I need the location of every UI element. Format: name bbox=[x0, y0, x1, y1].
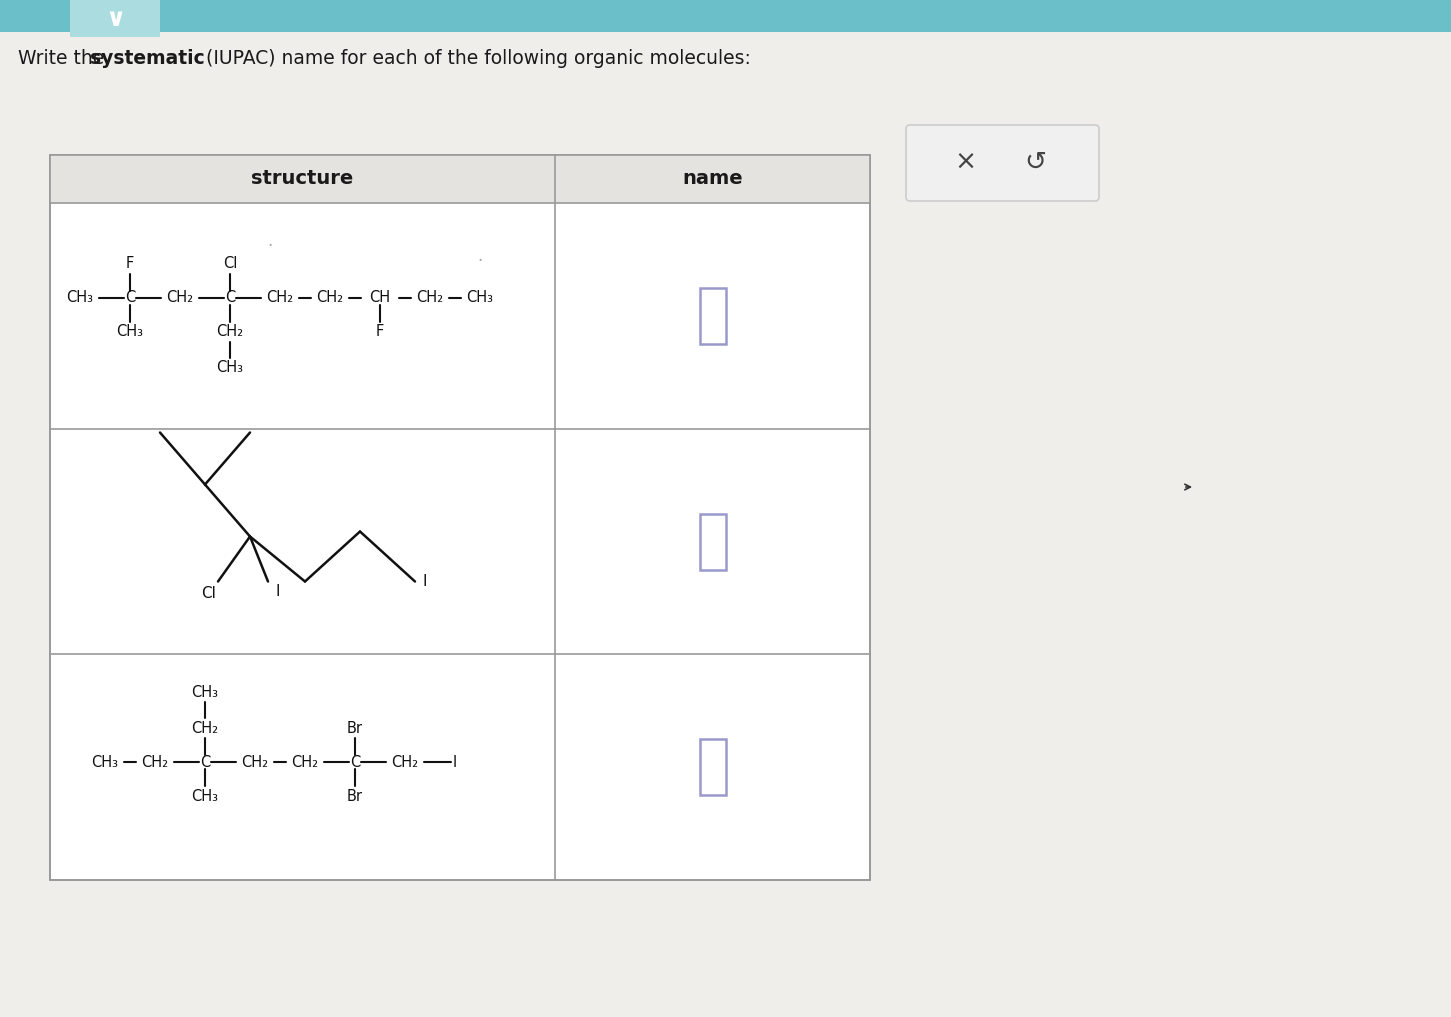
Text: (IUPAC) name for each of the following organic molecules:: (IUPAC) name for each of the following o… bbox=[200, 50, 750, 68]
Text: CH₂: CH₂ bbox=[392, 755, 418, 770]
FancyBboxPatch shape bbox=[905, 125, 1098, 201]
FancyBboxPatch shape bbox=[699, 514, 726, 570]
Text: Write the: Write the bbox=[17, 50, 110, 68]
Text: CH₂: CH₂ bbox=[241, 755, 268, 770]
FancyBboxPatch shape bbox=[49, 155, 871, 880]
Text: C: C bbox=[200, 755, 210, 770]
Text: Br: Br bbox=[347, 788, 363, 803]
Text: structure: structure bbox=[251, 170, 354, 188]
FancyBboxPatch shape bbox=[0, 0, 1451, 32]
Text: systematic: systematic bbox=[90, 50, 205, 68]
Text: F: F bbox=[376, 324, 385, 340]
Text: I: I bbox=[422, 574, 427, 589]
Text: CH₃: CH₃ bbox=[467, 290, 493, 305]
Text: CH₃: CH₃ bbox=[116, 324, 144, 340]
Text: name: name bbox=[682, 170, 743, 188]
Text: CH₂: CH₂ bbox=[316, 290, 344, 305]
FancyBboxPatch shape bbox=[70, 0, 160, 37]
Text: ∨: ∨ bbox=[104, 7, 125, 31]
Text: I: I bbox=[276, 584, 280, 599]
Text: C: C bbox=[350, 755, 360, 770]
Text: CH: CH bbox=[370, 290, 390, 305]
Text: CH₃: CH₃ bbox=[67, 290, 93, 305]
Text: CH₂: CH₂ bbox=[192, 721, 219, 735]
Text: CH₂: CH₂ bbox=[216, 324, 244, 340]
Text: CH₃: CH₃ bbox=[192, 684, 219, 700]
Text: CH₃: CH₃ bbox=[216, 360, 244, 375]
Text: I: I bbox=[453, 755, 457, 770]
Text: CH₂: CH₂ bbox=[141, 755, 168, 770]
FancyBboxPatch shape bbox=[699, 739, 726, 795]
Text: Cl: Cl bbox=[223, 256, 237, 272]
Text: ↺: ↺ bbox=[1024, 149, 1046, 176]
Text: CH₃: CH₃ bbox=[91, 755, 119, 770]
Text: Cl: Cl bbox=[202, 586, 216, 601]
Text: CH₂: CH₂ bbox=[292, 755, 319, 770]
FancyBboxPatch shape bbox=[49, 155, 871, 203]
Text: CH₂: CH₂ bbox=[267, 290, 293, 305]
Text: .: . bbox=[267, 232, 273, 250]
Text: CH₂: CH₂ bbox=[167, 290, 193, 305]
Text: Br: Br bbox=[347, 721, 363, 735]
Text: F: F bbox=[126, 256, 133, 272]
Text: C: C bbox=[125, 290, 135, 305]
FancyBboxPatch shape bbox=[699, 288, 726, 344]
Text: CH₃: CH₃ bbox=[192, 788, 219, 803]
Text: .: . bbox=[477, 247, 483, 264]
Text: ×: × bbox=[953, 149, 977, 176]
Text: CH₂: CH₂ bbox=[416, 290, 444, 305]
Text: C: C bbox=[225, 290, 235, 305]
